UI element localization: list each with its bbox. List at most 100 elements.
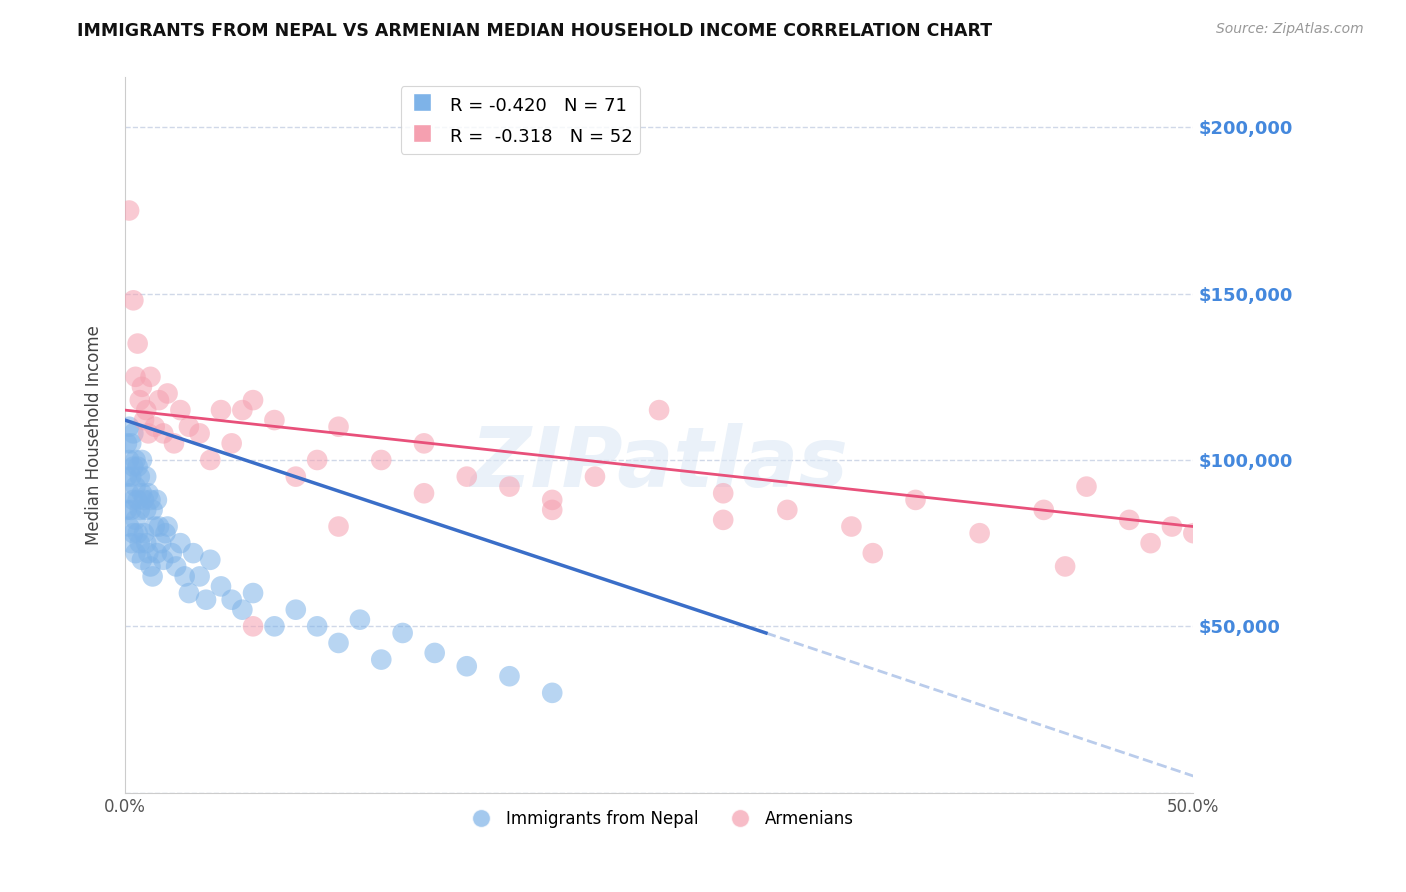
Point (242, 619, 264, 633)
Point (181, 546, 204, 560)
Point (135, 403, 157, 417)
Point (221, 592, 243, 607)
Point (120, 469, 142, 483)
Point (177, 419, 200, 434)
Point (124, 369, 146, 384)
Point (209, 403, 232, 417)
Point (124, 513, 146, 527)
Point (263, 619, 285, 633)
Point (904, 492, 927, 507)
Point (160, 546, 183, 560)
Point (135, 503, 157, 517)
Point (128, 393, 150, 408)
Point (148, 393, 170, 408)
Point (862, 546, 884, 560)
Point (1139, 536, 1161, 550)
Point (118, 203, 141, 218)
Point (391, 626, 413, 640)
Point (177, 586, 200, 600)
Point (370, 652, 392, 666)
Point (143, 519, 166, 533)
Point (128, 536, 150, 550)
Point (143, 419, 166, 434)
Point (127, 336, 149, 351)
Point (122, 526, 145, 541)
Point (498, 669, 520, 683)
Point (242, 393, 264, 408)
Point (307, 619, 329, 633)
Point (135, 536, 157, 550)
Point (541, 492, 564, 507)
Point (150, 536, 173, 550)
Point (498, 480, 520, 494)
Point (124, 453, 146, 467)
Point (139, 559, 162, 574)
Point (541, 503, 564, 517)
Point (138, 546, 160, 560)
Point (122, 293, 145, 308)
Point (132, 492, 155, 507)
Point (841, 519, 863, 533)
Point (969, 526, 991, 541)
Point (138, 426, 160, 441)
Point (120, 436, 142, 450)
Point (156, 519, 179, 533)
Point (120, 536, 142, 550)
Point (583, 469, 606, 483)
Point (122, 459, 145, 474)
Point (124, 480, 146, 494)
Point (128, 503, 150, 517)
Point (122, 492, 145, 507)
Point (120, 503, 142, 517)
Y-axis label: Median Household Income: Median Household Income (86, 325, 103, 545)
Point (1182, 526, 1205, 541)
Point (155, 526, 177, 541)
Point (195, 592, 218, 607)
Point (1032, 503, 1054, 517)
Point (152, 553, 174, 567)
Point (456, 469, 478, 483)
Point (173, 569, 195, 583)
Point (242, 586, 264, 600)
Point (148, 519, 170, 533)
Point (284, 603, 307, 617)
Point (156, 386, 179, 401)
Point (118, 453, 141, 467)
Point (165, 559, 187, 574)
Point (1118, 513, 1140, 527)
Text: IMMIGRANTS FROM NEPAL VS ARMENIAN MEDIAN HOUSEHOLD INCOME CORRELATION CHART: IMMIGRANTS FROM NEPAL VS ARMENIAN MEDIAN… (77, 22, 993, 40)
Point (328, 519, 350, 533)
Point (118, 486, 141, 500)
Point (307, 453, 329, 467)
Text: ZIPatlas: ZIPatlas (470, 423, 848, 504)
Point (423, 646, 446, 660)
Point (139, 492, 162, 507)
Point (135, 469, 157, 483)
Point (127, 492, 149, 507)
Point (132, 413, 155, 427)
Point (1054, 559, 1077, 574)
Point (142, 503, 165, 517)
Point (711, 513, 734, 527)
Point (221, 436, 243, 450)
Point (328, 419, 350, 434)
Point (124, 546, 146, 560)
Legend: Immigrants from Nepal, Armenians: Immigrants from Nepal, Armenians (457, 803, 860, 834)
Point (711, 486, 734, 500)
Point (127, 459, 149, 474)
Point (132, 526, 155, 541)
Point (1161, 519, 1184, 533)
Point (231, 403, 253, 417)
Point (188, 426, 211, 441)
Point (142, 569, 165, 583)
Point (131, 453, 153, 467)
Point (541, 686, 564, 700)
Point (118, 419, 141, 434)
Point (115, 503, 138, 517)
Point (349, 613, 371, 627)
Point (413, 436, 436, 450)
Point (138, 486, 160, 500)
Point (209, 579, 232, 593)
Point (115, 469, 138, 483)
Point (118, 519, 141, 533)
